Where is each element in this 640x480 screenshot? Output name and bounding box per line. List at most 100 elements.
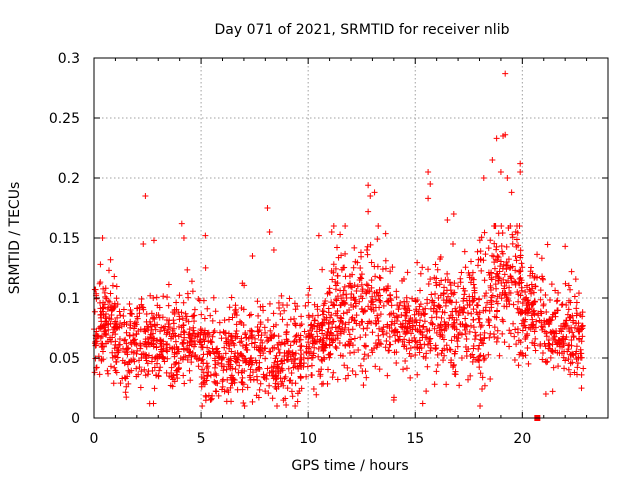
data-point (525, 306, 532, 313)
data-point (99, 348, 106, 355)
data-point (313, 391, 320, 398)
data-point (427, 181, 434, 187)
data-point (174, 375, 181, 382)
data-point (311, 317, 318, 324)
data-point (254, 328, 261, 335)
data-point (105, 326, 112, 333)
data-point (540, 301, 547, 308)
data-point (152, 326, 159, 333)
data-point (109, 329, 116, 336)
data-point (121, 348, 128, 355)
data-point (393, 349, 400, 356)
data-point (355, 347, 362, 354)
data-point (123, 340, 130, 347)
data-point (336, 340, 343, 347)
data-point (285, 365, 292, 372)
data-point (574, 371, 581, 378)
data-point (177, 331, 184, 338)
data-point (221, 317, 228, 324)
data-point (121, 321, 128, 328)
data-point (539, 326, 546, 333)
data-point (288, 388, 295, 395)
data-point (191, 330, 198, 337)
data-point (283, 402, 290, 409)
data-point (211, 328, 218, 335)
data-point (364, 325, 371, 332)
data-point (146, 400, 153, 407)
data-point (164, 348, 171, 355)
data-point (198, 357, 205, 364)
data-point (433, 275, 440, 282)
data-point (267, 327, 274, 334)
data-point (374, 236, 381, 243)
data-point (120, 306, 127, 313)
data-point (481, 292, 488, 299)
data-point (261, 324, 268, 331)
data-point (276, 349, 283, 356)
data-point (133, 365, 140, 372)
data-point (113, 295, 120, 302)
data-point (522, 333, 529, 340)
data-point (270, 310, 277, 317)
data-point (455, 335, 462, 342)
data-point (219, 355, 226, 362)
data-point (376, 366, 383, 373)
data-point (291, 356, 298, 363)
data-point (320, 347, 327, 354)
data-point (311, 344, 318, 351)
data-point (488, 276, 495, 283)
data-point (570, 317, 577, 324)
data-point (171, 351, 178, 358)
data-point (309, 325, 316, 332)
data-point (337, 287, 344, 294)
data-point (315, 320, 322, 327)
data-point (141, 366, 148, 373)
data-point (493, 270, 500, 277)
data-point (204, 372, 211, 379)
data-point (537, 287, 544, 294)
data-point (93, 338, 100, 345)
data-point (352, 371, 359, 378)
data-point (536, 317, 543, 324)
data-point (290, 364, 297, 371)
data-point (372, 363, 379, 370)
data-point (541, 340, 548, 347)
data-point (112, 338, 119, 345)
data-point (531, 311, 538, 318)
data-point (91, 308, 98, 315)
data-point (163, 369, 170, 376)
data-point (284, 385, 291, 392)
data-point (133, 331, 140, 338)
data-point (572, 276, 579, 283)
data-point (511, 333, 518, 340)
data-point (216, 354, 223, 361)
data-point (319, 319, 326, 326)
data-point (470, 324, 477, 331)
data-point (332, 343, 339, 350)
data-point (297, 374, 304, 381)
data-point (157, 328, 164, 335)
data-point (321, 300, 328, 307)
data-point (432, 261, 439, 268)
data-point (437, 256, 444, 263)
data-point (345, 326, 352, 333)
data-point (476, 296, 483, 303)
data-point (229, 374, 236, 381)
data-point (528, 281, 535, 288)
data-point (185, 352, 192, 359)
data-point (175, 360, 182, 367)
data-point (308, 362, 315, 369)
data-point (308, 371, 315, 378)
data-point (219, 383, 226, 390)
data-point (227, 339, 234, 346)
data-point (394, 329, 401, 336)
data-point (511, 278, 518, 285)
data-point (516, 268, 523, 275)
data-point (200, 369, 207, 376)
data-point (297, 343, 304, 350)
data-point (317, 373, 324, 380)
data-point (447, 346, 454, 353)
chart-title: Day 071 of 2021, SRMTID for receiver nli… (215, 22, 510, 38)
data-point (333, 297, 340, 304)
data-point (222, 350, 229, 357)
